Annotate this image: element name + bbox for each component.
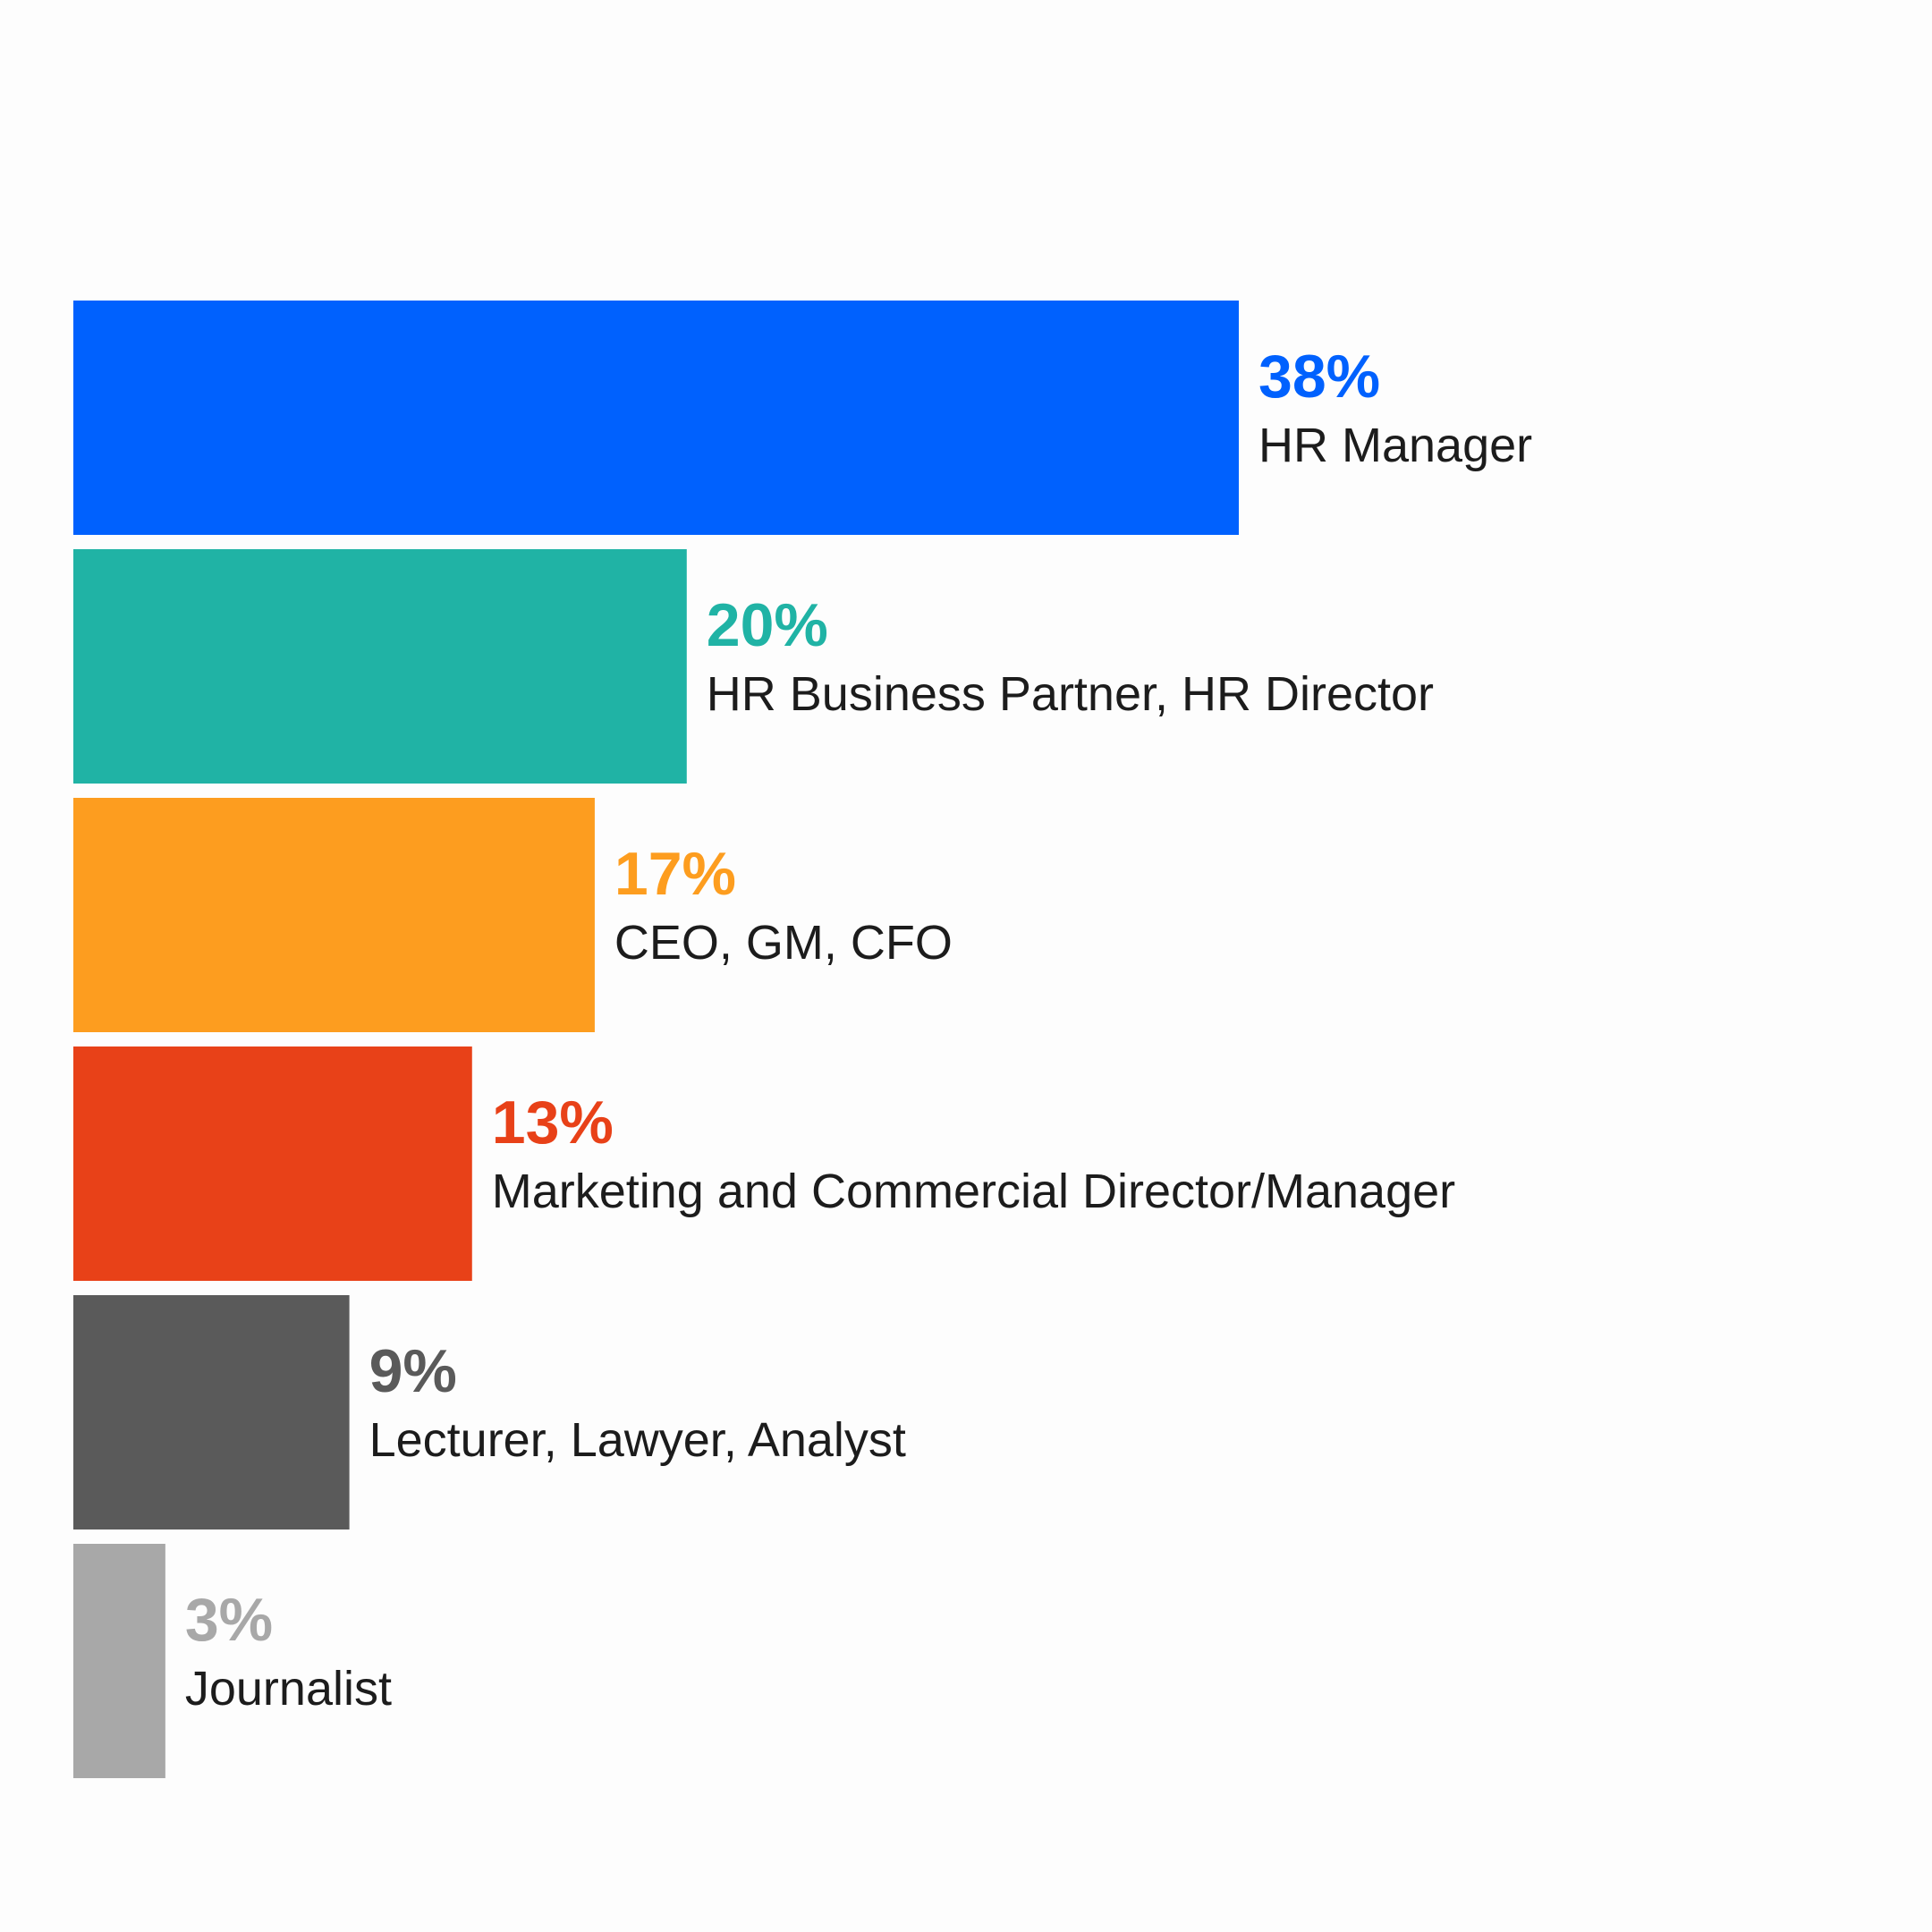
bar: [73, 1046, 472, 1281]
bar-value-label: 20%: [707, 591, 828, 659]
bar-value-label: 17%: [614, 840, 736, 908]
bar-category-label: HR Manager: [1258, 419, 1532, 472]
bar-value-label: 13%: [492, 1089, 614, 1157]
bar: [73, 798, 595, 1032]
bar-category-label: Lecturer, Lawyer, Analyst: [369, 1413, 906, 1467]
bar-category-label: HR Business Partner, HR Director: [707, 667, 1434, 721]
bar: [73, 1544, 165, 1778]
bar: [73, 1295, 350, 1530]
bar: [73, 301, 1239, 535]
bar-value-label: 38%: [1258, 343, 1380, 411]
bar-category-label: Journalist: [185, 1662, 392, 1716]
bar-value-label: 3%: [185, 1586, 273, 1654]
bar: [73, 549, 687, 784]
bar-category-label: Marketing and Commercial Director/Manage…: [492, 1165, 1455, 1218]
bar-category-label: CEO, GM, CFO: [614, 916, 953, 970]
bar-value-label: 9%: [369, 1337, 457, 1405]
